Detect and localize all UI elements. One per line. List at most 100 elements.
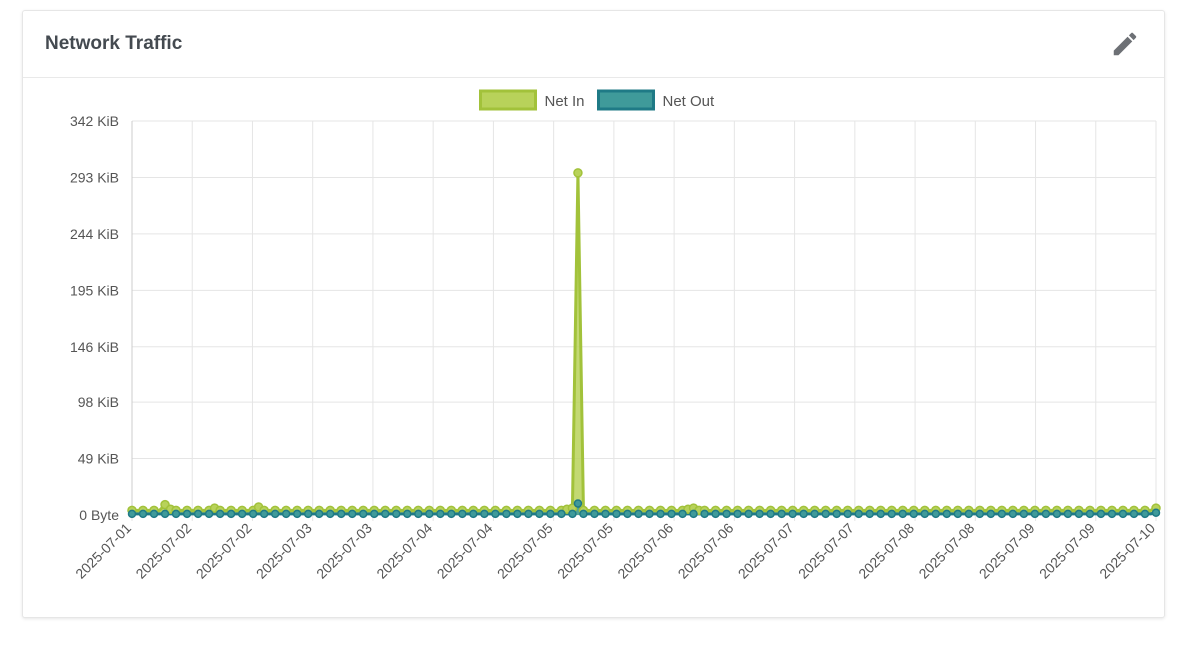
- data-point: [491, 509, 500, 519]
- data-point: [953, 509, 963, 519]
- data-point: [700, 509, 709, 519]
- data-point: [986, 509, 996, 519]
- data-point: [480, 509, 489, 519]
- data-point: [502, 509, 511, 519]
- data-point: [1052, 509, 1062, 519]
- x-tick-label: 2025-07-07: [735, 520, 797, 582]
- data-point: [843, 509, 852, 519]
- data-point: [854, 509, 863, 519]
- card-title: Network Traffic: [45, 33, 183, 54]
- data-point: [755, 509, 764, 519]
- network-traffic-card: Network Traffic 0 Byte 49 KiB 98 KiB 146 Ki…: [22, 10, 1165, 618]
- data-point: [1107, 509, 1117, 519]
- data-point: [667, 509, 676, 519]
- y-tick-label: 293 KiB: [70, 169, 119, 185]
- data-point: [920, 509, 930, 519]
- data-point: [1118, 509, 1128, 519]
- x-tick-label: 2025-07-09: [976, 520, 1038, 582]
- x-tick-label: 2025-07-04: [434, 520, 496, 582]
- data-point: [678, 509, 687, 519]
- data-point: [656, 509, 665, 519]
- data-point: [799, 509, 808, 519]
- data-point: [215, 509, 225, 519]
- y-tick-label: 195 KiB: [70, 282, 119, 298]
- data-point: [436, 509, 445, 519]
- data-point: [193, 509, 203, 519]
- data-point: [127, 509, 137, 519]
- data-point: [149, 509, 159, 519]
- data-point: [458, 509, 467, 519]
- data-point: [237, 509, 247, 519]
- data-point: [590, 509, 599, 519]
- data-point: [226, 509, 236, 519]
- data-point: [1008, 509, 1018, 519]
- data-point: [414, 509, 423, 519]
- data-point: [810, 509, 819, 519]
- y-tick-label: 49 KiB: [78, 451, 119, 467]
- data-point: [1041, 509, 1051, 519]
- series-area-0: [132, 172, 1156, 515]
- data-point: [171, 509, 181, 519]
- data-point: [612, 509, 621, 519]
- x-tick-label: 2025-07-08: [855, 520, 917, 582]
- data-point: [634, 509, 643, 519]
- data-point: [573, 499, 583, 508]
- data-point: [788, 509, 797, 519]
- data-point: [733, 509, 742, 519]
- data-point: [573, 168, 583, 178]
- data-point: [513, 509, 522, 519]
- data-point: [909, 509, 919, 519]
- x-tick-label: 2025-07-03: [313, 520, 375, 582]
- y-tick-label: 98 KiB: [78, 394, 119, 410]
- x-tick-label: 2025-07-09: [1036, 520, 1098, 582]
- y-tick-label: 244 KiB: [70, 226, 119, 242]
- y-tick-label: 146 KiB: [70, 339, 119, 355]
- data-point: [1096, 509, 1106, 519]
- data-point: [557, 509, 566, 519]
- data-point: [182, 509, 192, 519]
- x-tick-label: 2025-07-01: [72, 520, 134, 582]
- data-point: [766, 509, 775, 519]
- data-point: [1129, 509, 1139, 519]
- data-point: [1085, 509, 1095, 519]
- data-point: [303, 509, 313, 519]
- x-tick-label: 2025-07-10: [1096, 520, 1158, 582]
- data-point: [568, 509, 577, 519]
- x-tick-label: 2025-07-07: [795, 520, 857, 582]
- data-point: [898, 509, 907, 519]
- x-tick-label: 2025-07-05: [494, 520, 556, 582]
- data-point: [425, 509, 434, 519]
- x-tick-label: 2025-07-02: [193, 520, 255, 582]
- data-point: [392, 509, 401, 519]
- data-point: [964, 509, 974, 519]
- legend-label: Net In: [545, 93, 585, 110]
- data-point: [336, 509, 346, 519]
- x-tick-label: 2025-07-02: [132, 520, 194, 582]
- data-point: [887, 509, 896, 519]
- data-point: [535, 509, 544, 519]
- x-tick-label: 2025-07-06: [675, 520, 737, 582]
- data-point: [524, 509, 533, 519]
- data-point: [546, 509, 555, 519]
- x-tick-label: 2025-07-08: [915, 520, 977, 582]
- data-point: [1151, 508, 1161, 517]
- data-point: [160, 509, 170, 519]
- card-header: Network Traffic: [23, 11, 1164, 78]
- legend-label: Net Out: [663, 93, 716, 110]
- series-line-0: [132, 171, 1157, 512]
- x-tick-label: 2025-07-06: [614, 520, 676, 582]
- data-point: [1074, 509, 1084, 519]
- network-traffic-chart: 0 Byte 49 KiB 98 KiB 146 KiB 195 KiB 244 KiB 2…: [70, 89, 1161, 582]
- data-point: [358, 509, 368, 519]
- data-point: [270, 509, 280, 519]
- data-point: [645, 509, 654, 519]
- data-point: [314, 509, 324, 519]
- series-line-1: [132, 501, 1157, 516]
- data-point: [259, 509, 269, 519]
- chart-area: 0 Byte 49 KiB 98 KiB 146 KiB 195 KiB 244 KiB 2…: [23, 78, 1164, 617]
- legend-swatch: [479, 89, 537, 111]
- data-point: [722, 509, 731, 519]
- y-tick-label: 342 KiB: [70, 113, 119, 129]
- edit-button[interactable]: [1110, 29, 1140, 59]
- data-point: [579, 509, 588, 519]
